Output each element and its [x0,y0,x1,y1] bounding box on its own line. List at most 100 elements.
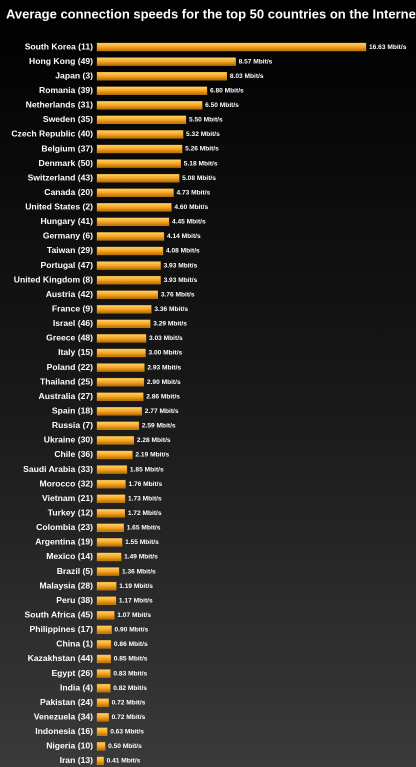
category-label: Turkey (12) [48,508,93,518]
value-label: 1.73 Mbit/s [128,495,162,502]
category-label: Italy (15) [58,347,93,357]
bar [96,625,112,634]
category-label: Greece (48) [46,333,93,343]
category-label: South Korea (11) [25,41,93,51]
category-label: Malaysia (28) [39,580,93,590]
category-label: Israel (46) [53,318,93,328]
value-label: 0.85 Mbit/s [114,656,148,663]
value-label: 5.08 Mbit/s [182,175,216,182]
bar [96,669,111,678]
value-label: 3.29 Mbit/s [153,321,187,328]
category-label: Spain (18) [52,406,93,416]
value-label: 3.76 Mbit/s [161,291,195,298]
bar [96,71,228,81]
bar [96,756,104,766]
bar [96,159,181,168]
chart-title: Average connection speeds for the top 50… [6,6,416,21]
bar [96,538,123,547]
category-label: Vietnam (21) [42,493,93,503]
bar [96,407,142,416]
value-label: 4.60 Mbit/s [174,204,208,211]
bar [96,421,140,430]
category-label: Iran (13) [60,755,94,765]
bar [96,552,122,562]
category-label: Mexico (14) [46,551,93,561]
value-label: 1.65 Mbit/s [127,525,161,532]
value-label: 1.72 Mbit/s [128,510,162,517]
category-label: Thailand (25) [40,376,93,386]
bar [96,654,111,664]
value-label: 3.93 Mbit/s [164,262,198,269]
category-label: Egypt (26) [51,668,93,678]
category-label: Peru (38) [56,595,93,605]
bar [96,377,145,387]
category-label: Denmark (50) [39,158,94,168]
category-label: China (1) [56,639,93,649]
bar [96,698,109,707]
category-label: Australia (27) [39,391,94,401]
bar [96,436,135,445]
bar [96,144,183,154]
value-label: 2.90 Mbit/s [147,379,181,386]
category-label: Russia (7) [52,420,93,430]
bar [96,392,144,401]
value-label: 1.49 Mbit/s [124,554,158,561]
bar [96,57,236,66]
bar [96,363,145,372]
value-label: 3.00 Mbit/s [149,350,183,357]
value-label: 1.36 Mbit/s [122,568,156,575]
bar [96,611,115,620]
category-label: Canada (20) [44,187,93,197]
bar [96,567,120,576]
value-label: 1.17 Mbit/s [119,597,153,604]
category-label: Netherlands (31) [26,100,93,110]
category-label: Argentina (19) [35,537,93,547]
category-label: Sweden (35) [43,114,93,124]
category-label: Hungary (41) [40,216,93,226]
bar [96,479,126,489]
value-label: 5.26 Mbit/s [185,146,219,153]
value-label: 2.86 Mbit/s [146,393,180,400]
value-label: 0.41 Mbit/s [107,758,141,765]
category-label: Pakistan (24) [40,697,93,707]
value-label: 8.03 Mbit/s [230,73,264,80]
category-label: Chile (36) [54,449,93,459]
category-label: Kazakhstan (44) [28,653,94,663]
bar [96,101,203,110]
value-label: 2.77 Mbit/s [145,408,179,415]
category-label: Brazil (5) [57,566,93,576]
category-label: Taiwan (29) [47,245,93,255]
category-label: Germany (6) [43,231,93,241]
bar [96,742,106,751]
category-label: Switzerland (43) [28,172,94,182]
value-label: 6.80 Mbit/s [210,87,244,94]
value-label: 3.03 Mbit/s [149,335,183,342]
value-label: 6.50 Mbit/s [205,102,239,109]
bar [96,305,152,314]
category-label: Morocco (32) [40,478,94,488]
bar [96,42,367,52]
value-label: 1.76 Mbit/s [128,481,162,488]
category-label: Hong Kong (49) [29,56,93,66]
category-label: Poland (22) [47,362,93,372]
bar [96,348,146,358]
bar [96,275,161,285]
value-label: 2.19 Mbit/s [135,452,169,459]
value-label: 3.93 Mbit/s [164,277,198,284]
category-label: Belgium (37) [41,143,93,153]
value-label: 2.59 Mbit/s [142,423,176,430]
bar [96,261,161,270]
value-label: 16.63 Mbit/s [369,44,407,51]
value-label: 1.07 Mbit/s [117,612,151,619]
value-label: 5.32 Mbit/s [186,131,220,138]
category-label: Austria (42) [46,289,93,299]
value-label: 2.28 Mbit/s [137,437,171,444]
bar [96,115,187,124]
bar [96,232,165,241]
category-label: India (4) [60,682,93,692]
bar [96,290,158,299]
value-label: 0.86 Mbit/s [114,641,148,648]
